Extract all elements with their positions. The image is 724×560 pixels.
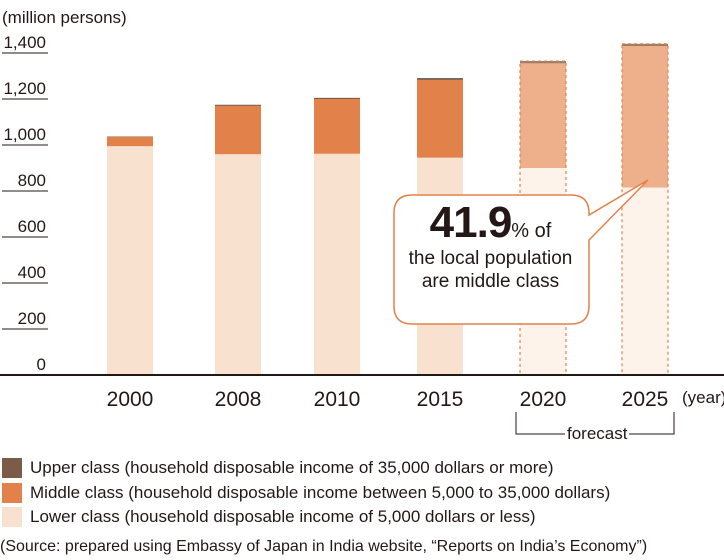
callout-suffix: % of <box>511 220 552 242</box>
bar-segment-lower-2000 <box>107 146 153 375</box>
y-tick-label: 1,200 <box>3 79 46 98</box>
callout-bubble <box>393 179 649 325</box>
y-gridlines <box>2 52 48 330</box>
legend-swatch-upper <box>2 458 22 479</box>
legend: Upper class (household disposable income… <box>2 456 610 530</box>
bar-segment-middle-2010 <box>314 99 360 154</box>
y-tick-label: 0 <box>37 355 46 374</box>
bar-segment-upper-2025 <box>622 43 668 47</box>
legend-item-lower: Lower class (household disposable income… <box>2 505 610 530</box>
bar-segment-middle-2000 <box>107 136 153 147</box>
bar-segment-upper-2020 <box>520 61 566 64</box>
y-axis-unit-label: (million persons) <box>2 8 127 27</box>
x-tick-label: 2020 <box>520 388 567 411</box>
legend-label-lower: Lower class (household disposable income… <box>30 507 536 527</box>
bar-segment-lower-2008 <box>215 154 261 375</box>
y-tick-label: 1,000 <box>3 125 46 144</box>
forecast-outline-2025 <box>621 43 669 376</box>
bar-segment-middle-2008 <box>215 105 261 155</box>
forecast-label: forecast <box>565 424 630 444</box>
x-tick-labels: 2000 2008 2010 2015 2020 2025 (year) <box>107 388 724 411</box>
callout-line-3: are middle class <box>421 271 560 292</box>
y-tick-label: 200 <box>18 309 46 328</box>
bar-segment-upper-2010 <box>314 97 360 99</box>
y-tick-label: 400 <box>18 263 46 282</box>
legend-swatch-lower <box>2 507 22 528</box>
legend-item-upper: Upper class (household disposable income… <box>2 456 610 481</box>
bar-group <box>107 43 669 376</box>
y-tick-label: 1,400 <box>3 33 46 52</box>
x-tick-label: 2025 <box>622 388 669 411</box>
bar-segment-middle-2015 <box>417 79 463 158</box>
x-tick-label: 2000 <box>107 388 154 411</box>
x-tick-label: 2015 <box>417 388 464 411</box>
bar-segment-upper-2008 <box>215 104 261 106</box>
bar-segment-upper-2015 <box>417 78 463 80</box>
legend-label-middle: Middle class (household disposable incom… <box>30 482 611 502</box>
y-tick-labels: 0 200 400 600 800 1,000 1,200 1,400 <box>3 33 46 374</box>
legend-swatch-middle <box>2 482 22 503</box>
callout-annotation: 41.9% of the local population are middle… <box>392 198 589 292</box>
x-tick-label: 2008 <box>215 388 262 411</box>
source-note: (Source: prepared using Embassy of Japan… <box>0 538 648 555</box>
callout-line-2: the local population <box>408 248 573 269</box>
legend-label-upper: Upper class (household disposable income… <box>30 458 554 478</box>
bar-segment-middle-2020 <box>520 63 566 168</box>
legend-item-middle: Middle class (household disposable incom… <box>2 481 610 506</box>
callout-value: 41.9 <box>429 198 513 247</box>
bar-segment-lower-2025 <box>622 187 668 375</box>
bar-segment-middle-2025 <box>622 46 668 188</box>
x-axis-unit-label: (year) <box>682 388 724 407</box>
y-tick-label: 600 <box>18 217 46 236</box>
bar-segment-lower-2010 <box>314 153 360 375</box>
x-tick-label: 2010 <box>314 388 361 411</box>
y-tick-label: 800 <box>18 171 46 190</box>
